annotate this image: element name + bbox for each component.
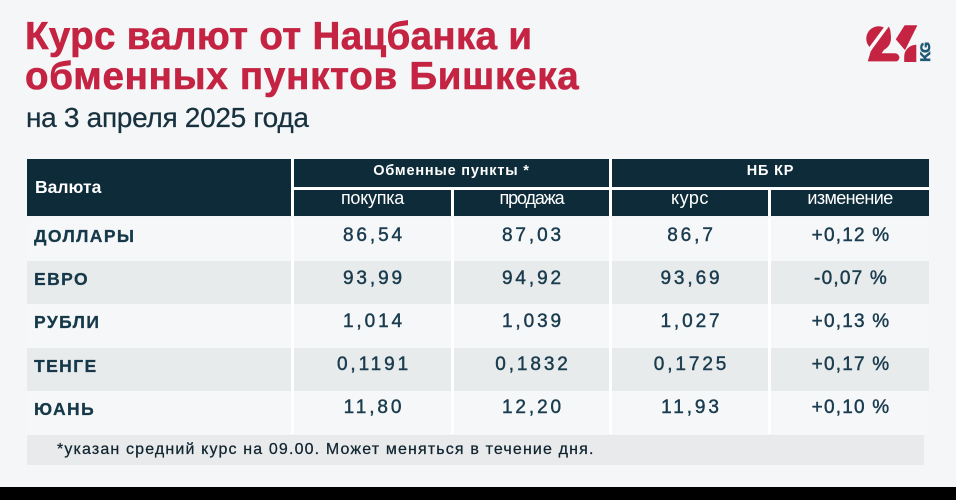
svg-text:KG: KG	[917, 42, 933, 62]
